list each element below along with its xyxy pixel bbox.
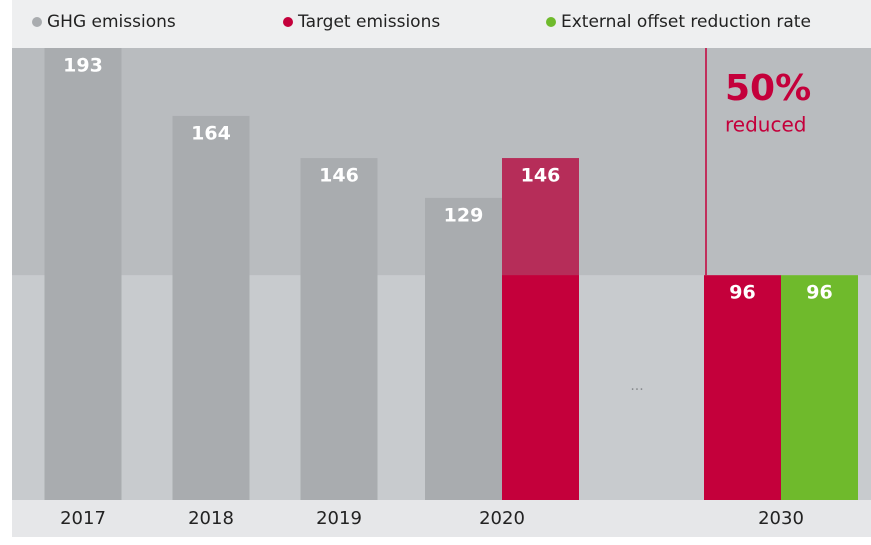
gap-label: ...	[630, 378, 643, 394]
legend-label: Target emissions	[297, 12, 440, 32]
bar	[425, 197, 502, 500]
value-label: 96	[729, 282, 755, 304]
legend-label: External offset reduction rate	[561, 12, 811, 32]
x-tick-label: 2030	[758, 508, 804, 529]
bar	[781, 275, 858, 500]
x-tick-label: 2020	[479, 508, 525, 529]
legend-marker	[283, 17, 293, 27]
bar	[704, 275, 781, 500]
legend-label: GHG emissions	[47, 12, 176, 32]
legend-marker	[546, 17, 556, 27]
annotation-value: 50%	[725, 68, 811, 109]
x-tick-label: 2019	[316, 508, 362, 529]
x-tick-label: 2017	[60, 508, 106, 529]
x-tick-label: 2018	[188, 508, 234, 529]
annotation-text: reduced	[725, 113, 806, 137]
bar	[502, 158, 579, 500]
bar-shade	[502, 158, 579, 276]
bar	[44, 48, 122, 500]
bar	[172, 115, 250, 500]
legend-marker	[32, 17, 42, 27]
value-label: 193	[63, 55, 103, 77]
value-label: 146	[521, 165, 561, 187]
bar	[300, 158, 378, 500]
value-label: 96	[806, 282, 832, 304]
value-label: 129	[444, 204, 484, 226]
value-label: 164	[191, 122, 231, 144]
legend-background	[12, 0, 871, 48]
value-label: 146	[319, 165, 359, 187]
axis-background	[12, 500, 871, 537]
